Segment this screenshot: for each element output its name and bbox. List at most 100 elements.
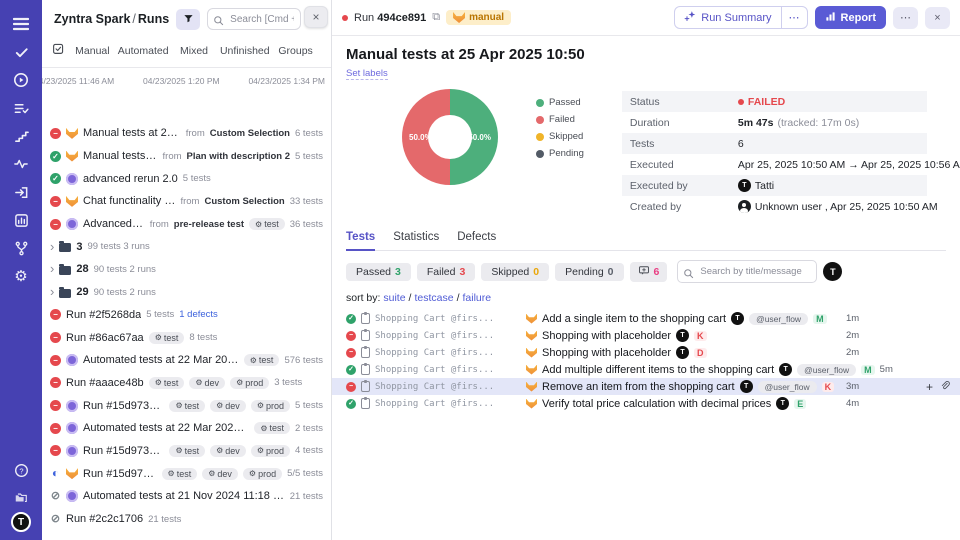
plus-icon[interactable]: + (925, 379, 933, 394)
reports-icon[interactable] (7, 206, 35, 234)
test-title[interactable]: Add multiple different items to the shop… (542, 363, 775, 376)
sign-in-icon[interactable] (7, 178, 35, 206)
run-list-item[interactable]: ✓ advanced rerun 2.0 5 tests (42, 167, 331, 190)
run-list-item[interactable]: − Automated tests at 22 Mar 2025 16:17 ⚙te… (42, 417, 331, 440)
run-list-item[interactable]: − Chat functinality test from Custom Select… (42, 190, 331, 213)
timeline-canvas[interactable] (42, 86, 331, 120)
chip-passed[interactable]: Passed 3 (346, 262, 411, 281)
run-list-item[interactable]: − Automated tests at 22 Mar 2025 16:17 ⚙te… (42, 349, 331, 372)
menu-icon[interactable] (7, 10, 35, 38)
play-circle-icon[interactable] (7, 66, 35, 94)
chip-pending[interactable]: Pending 0 (555, 262, 624, 281)
status-aborted-icon: ⊘ (50, 512, 61, 525)
suite-name[interactable]: Shopping Cart @firs... (375, 330, 495, 341)
status-passed-icon: ✓ (50, 150, 61, 162)
fox-emoji-icon (526, 347, 537, 358)
run-list-item[interactable]: ◐ Run #15d9736e NEW ⚙test ⚙dev ⚙prod 5/5 test… (42, 462, 331, 485)
from-plan: Custom Selection (209, 127, 290, 139)
suite-name[interactable]: Shopping Cart @firs... (375, 364, 495, 375)
chevron-right-icon[interactable]: › (50, 238, 55, 254)
filter-button[interactable] (176, 8, 201, 30)
run-summary-button[interactable]: Run Summary ⋯ (674, 6, 808, 29)
suite-name[interactable]: Shopping Cart @firs... (375, 398, 495, 409)
set-labels-link[interactable]: Set labels (346, 68, 388, 80)
sparkle-ai-icon (684, 10, 696, 25)
test-runs-icon[interactable] (7, 94, 35, 122)
test-result-row[interactable]: − Shopping Cart @firs... Remove an item fr… (332, 378, 960, 395)
tab-manual[interactable]: Manual (75, 45, 110, 57)
run-group-row[interactable]: › 28 90 tests 2 runs (42, 258, 331, 281)
suite-name[interactable]: Shopping Cart @firs... (375, 313, 495, 324)
assignee-filter-avatar[interactable]: T (823, 262, 843, 281)
chip-comments[interactable]: 6 (629, 261, 668, 282)
test-title[interactable]: Remove an item from the shopping cart (542, 380, 735, 393)
timeline-date: 04/23/2025 1:34 PM (248, 76, 325, 86)
test-title[interactable]: Shopping with placeholder (542, 346, 672, 359)
suite-name[interactable]: Shopping Cart @firs... (375, 381, 495, 392)
paperclip-icon[interactable] (940, 380, 950, 394)
run-list-item[interactable]: − Manual tests at 25 Apr 2025 10:50 from Cu… (42, 122, 331, 145)
run-list-item[interactable]: − Advanced relaunch test from pre-release t… (42, 213, 331, 236)
sort-by-testcase[interactable]: testcase (414, 292, 454, 304)
test-title[interactable]: Add a single item to the shopping cart (542, 312, 727, 325)
help-icon[interactable]: ? (7, 456, 35, 484)
run-type-chip: manual (446, 10, 512, 25)
tab-mixed[interactable]: Mixed (179, 45, 208, 57)
steps-icon[interactable] (7, 122, 35, 150)
runs-search-input[interactable] (207, 8, 301, 30)
projects-folder-icon[interactable] (7, 484, 35, 512)
run-list-item[interactable]: ⊘ Automated tests at 21 Nov 2024 11:18 NE… (42, 485, 331, 508)
select-all-icon[interactable] (52, 42, 65, 60)
run-group-row[interactable]: › 29 90 tests 2 runs (42, 281, 331, 304)
suite-name[interactable]: Shopping Cart @firs... (375, 347, 495, 358)
run-list-item[interactable]: ✓ Manual tests at 25 Apr 2025 10:06 from Pl… (42, 145, 331, 168)
activity-icon[interactable] (7, 150, 35, 178)
run-list-item[interactable]: − Run #aaace48b ⚙ test ⚙ dev ⚙ prod 3 tests (42, 372, 331, 395)
tab-tests[interactable]: Tests (346, 231, 376, 251)
run-list-item[interactable]: ⊘ Run #2c2c1706 21 tests (42, 508, 331, 531)
test-result-row[interactable]: ✓ Shopping Cart @firs... Add a single item… (332, 310, 960, 327)
section-name: Runs (137, 12, 170, 26)
tag-badge: @user_flow (749, 312, 809, 325)
run-list-item[interactable]: − Run #15d9736e rerun ⚙test ⚙dev ⚙prod 5 test… (42, 394, 331, 417)
run-group-row[interactable]: › 3 99 tests 3 runs (42, 235, 331, 258)
chip-skipped[interactable]: Skipped 0 (481, 262, 550, 281)
user-avatar[interactable]: T (11, 512, 31, 532)
sort-by-suite[interactable]: suite (383, 292, 406, 304)
close-run-button[interactable]: × (925, 6, 950, 29)
panel-close-button[interactable]: × (304, 6, 328, 28)
run-summary-more-button[interactable]: ⋯ (780, 7, 807, 28)
tab-defects[interactable]: Defects (457, 231, 497, 243)
run-list-item[interactable]: − Run #15d9736e Advanced ⚙test ⚙dev ⚙prod 4 t… (42, 440, 331, 463)
defects-link[interactable]: 1 defects (179, 309, 218, 321)
tab-unfinished[interactable]: Unfinished (219, 45, 270, 57)
branch-icon[interactable] (7, 234, 35, 262)
test-result-row[interactable]: − Shopping Cart @firs... Shopping with pla… (332, 327, 960, 344)
run-list-item[interactable]: − Run #86ac67aa ⚙ test 8 tests (42, 326, 331, 349)
chevron-right-icon[interactable]: › (50, 261, 55, 277)
tests-search-input[interactable] (677, 260, 818, 283)
test-result-row[interactable]: ✓ Shopping Cart @firs... Verify total pric… (332, 395, 960, 412)
run-meta: 5 tests (182, 173, 211, 185)
test-title[interactable]: Shopping with placeholder (542, 329, 672, 342)
project-name[interactable]: Zyntra Spark (54, 12, 131, 26)
chip-failed[interactable]: Failed 3 (416, 262, 476, 281)
test-title[interactable]: Verify total price calculation with deci… (542, 397, 772, 410)
check-icon[interactable] (7, 38, 35, 66)
run-meta: 99 tests 3 runs (87, 241, 150, 253)
more-options-button[interactable]: ⋯ (893, 6, 918, 29)
report-button[interactable]: Report (814, 6, 886, 29)
test-result-row[interactable]: − Shopping Cart @firs... Shopping with pla… (332, 344, 960, 361)
run-meta: 90 tests 2 runs (93, 286, 156, 298)
gear-icon[interactable]: ⚙ (14, 267, 28, 285)
chevron-right-icon[interactable]: › (50, 284, 55, 300)
milestone-letter: K (694, 330, 707, 341)
tab-automated[interactable]: Automated (117, 45, 169, 57)
tab-statistics[interactable]: Statistics (393, 231, 440, 243)
tab-groups[interactable]: Groups (278, 45, 313, 57)
test-result-row[interactable]: ✓ Shopping Cart @firs... Add multiple diff… (332, 361, 960, 378)
copy-icon[interactable]: ⧉ (432, 11, 441, 23)
run-list-item[interactable]: − Run #2f5268da 5 tests 1 defects (42, 304, 331, 327)
sort-by-failure[interactable]: failure (462, 292, 492, 304)
gear-icon: ⚙ (175, 446, 183, 456)
